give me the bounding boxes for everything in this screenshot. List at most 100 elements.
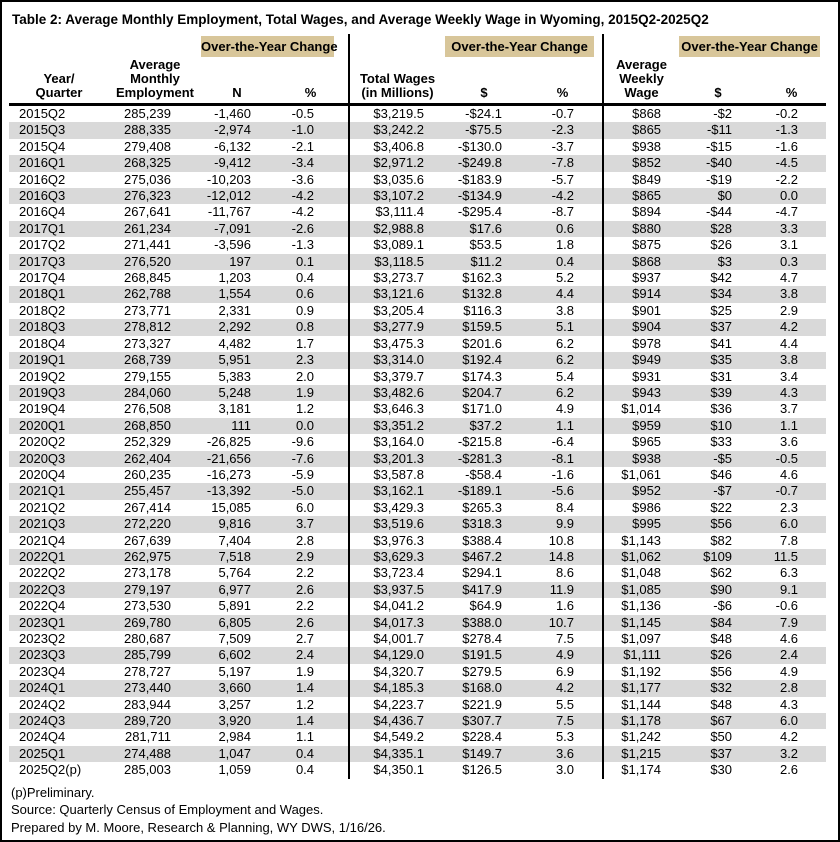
table-row: 2020Q3 262,404 -21,656 -7.6 $3,201.3 -$281.3 -… (9, 450, 827, 467)
cell-total-wages: $3,379.7 (348, 368, 446, 385)
cell-avg-weekly-wage: $949 (602, 352, 680, 369)
cell-oty-change-n: -11,767 (207, 204, 251, 220)
cell-year-quarter: 2024Q2 (19, 696, 66, 712)
cell-avg-monthly-employment: 285,003 (124, 762, 171, 778)
cell-oty-change-dollars: $35 (710, 352, 733, 368)
cell-year-quarter: 2025Q2(p) (19, 762, 82, 778)
cell-oty-change-pct: 1.9 (295, 384, 315, 400)
group-header-row: Over-the-Year Change Over-the-Year Chang… (9, 34, 826, 58)
cell-oty-change-pct: 3.6 (555, 745, 575, 761)
spacer-cell (602, 34, 680, 58)
cell-avg-weekly-wage: $978 (602, 335, 680, 353)
cell-oty-change-dollars: $174.3 (462, 368, 503, 384)
cell-total-wages: $3,118.5 (348, 253, 446, 271)
cell-oty-change-pct: 4.2 (555, 680, 575, 696)
cell-oty-change-pct: 3.7 (779, 401, 799, 417)
cell-oty-change-pct: 1.1 (779, 417, 799, 433)
cell-oty-change-pct: 3.8 (779, 352, 799, 368)
cell-oty-change-dollars: $53.5 (469, 237, 503, 253)
cell-avg-monthly-employment: 272,220 (124, 516, 171, 532)
cell-oty-change-pct: 5.4 (555, 368, 575, 384)
cell-oty-change-dollars: $25 (710, 302, 733, 318)
cell-oty-change-dollars: -$189.1 (457, 483, 503, 499)
cell-total-wages: $3,121.6 (348, 286, 446, 303)
cell-oty-change-dollars: -$44 (706, 204, 733, 220)
cell-avg-weekly-wage: $1,048 (602, 565, 680, 582)
cell-oty-change-n: 197 (229, 253, 251, 269)
cell-oty-change-dollars: -$130.0 (457, 138, 503, 154)
cell-oty-change-dollars: -$7 (713, 483, 733, 499)
cell-total-wages: $4,223.7 (348, 696, 446, 714)
table-row: 2020Q4 260,235 -16,273 -5.9 $3,587.8 -$58.4 -1… (9, 466, 826, 484)
cell-total-wages: $4,001.7 (348, 631, 446, 648)
cell-avg-weekly-wage: $901 (602, 302, 680, 320)
table-row: 2021Q2 267,414 15,085 6.0 $3,429.3 $265.3 8.4 $… (9, 499, 826, 517)
cell-oty-change-pct: 7.8 (779, 532, 799, 548)
cell-year-quarter: 2016Q3 (19, 188, 66, 204)
cell-avg-weekly-wage: $1,014 (602, 401, 680, 418)
cell-oty-change-dollars: $192.4 (462, 352, 503, 368)
cell-oty-change-n: -2,974 (214, 122, 251, 138)
cell-oty-change-dollars: $228.4 (462, 729, 503, 745)
cell-oty-change-pct: 8.4 (555, 499, 575, 515)
cell-avg-weekly-wage: $937 (602, 270, 680, 287)
cell-oty-change-pct: 0.8 (295, 319, 315, 335)
cell-avg-monthly-employment: 260,235 (124, 466, 171, 482)
cell-oty-change-dollars: -$58.4 (465, 466, 503, 482)
cell-oty-change-n: 3,920 (218, 713, 251, 729)
table-row: 2024Q4 281,711 2,984 1.1 $4,549.2 $228.4 5.3 $1… (9, 729, 826, 746)
cell-oty-change-pct: 4.9 (779, 663, 799, 679)
footnote-prepared-by: Prepared by M. Moore, Research & Plannin… (11, 819, 386, 835)
cell-oty-change-dollars: $82 (710, 532, 733, 548)
cell-avg-weekly-wage: $868 (602, 104, 680, 123)
cell-oty-change-n: 2,984 (218, 729, 251, 745)
cell-oty-change-n: -16,273 (206, 466, 251, 482)
employment-wages-table: Over-the-Year Change Over-the-Year Chang… (9, 34, 827, 779)
cell-oty-change-pct: 0.0 (295, 417, 315, 433)
cell-oty-change-dollars: $64.9 (469, 598, 503, 614)
cell-avg-monthly-employment: 279,155 (124, 368, 171, 384)
cell-avg-monthly-employment: 276,323 (124, 188, 171, 204)
cell-oty-change-pct: 6.2 (555, 335, 575, 351)
cell-total-wages: $3,273.7 (348, 270, 446, 287)
cell-oty-change-dollars: $0 (717, 188, 733, 204)
cell-avg-weekly-wage: $1,143 (602, 532, 680, 549)
cell-avg-monthly-employment: 273,178 (124, 565, 171, 581)
cell-avg-weekly-wage: $959 (602, 417, 680, 435)
table-row: 2015Q2 285,239 -1,460 -0.5 $3,219.5 -$24.1 -0.… (9, 104, 826, 123)
cell-oty-change-pct: -6.4 (551, 434, 575, 450)
cell-oty-change-dollars: $31 (710, 368, 733, 384)
cell-oty-change-pct: 9.9 (555, 516, 575, 532)
cell-oty-change-dollars: $22 (710, 499, 733, 515)
cell-oty-change-n: 5,764 (218, 565, 251, 581)
cell-oty-change-pct: -8.7 (551, 204, 575, 220)
cell-avg-monthly-employment: 280,687 (124, 631, 171, 646)
table-row: 2018Q2 273,771 2,331 0.9 $3,205.4 $116.3 3.8 $9… (9, 302, 826, 320)
cell-oty-change-pct: 7.5 (555, 631, 575, 646)
cell-oty-change-pct: 7.9 (779, 614, 799, 630)
cell-oty-change-n: 3,257 (218, 696, 251, 712)
cell-oty-change-dollars: $48 (710, 631, 733, 646)
cell-avg-weekly-wage: $1,111 (602, 647, 680, 664)
cell-oty-change-pct: -0.7 (775, 483, 799, 499)
cell-oty-change-dollars: $279.5 (462, 663, 503, 679)
cell-avg-monthly-employment: 283,944 (124, 696, 171, 712)
cell-year-quarter: 2018Q3 (19, 319, 66, 335)
cell-oty-change-dollars: $11.2 (470, 253, 503, 269)
table-row: 2021Q3 272,220 9,816 3.7 $3,519.6 $318.3 9.9 $9… (9, 516, 827, 533)
cell-oty-change-pct: 4.9 (555, 647, 575, 663)
cell-avg-monthly-employment: 279,197 (124, 581, 171, 597)
table-header: Over-the-Year Change Over-the-Year Chang… (9, 34, 827, 106)
cell-oty-change-pct: 2.6 (779, 762, 799, 778)
cell-oty-change-dollars: $62 (710, 565, 733, 581)
cell-oty-change-pct: -0.6 (775, 598, 799, 614)
cell-avg-weekly-wage: $1,061 (602, 466, 680, 484)
cell-oty-change-pct: 4.6 (779, 631, 799, 646)
cell-oty-change-pct: 2.4 (295, 647, 315, 663)
cell-total-wages: $3,201.3 (348, 450, 446, 467)
cell-avg-weekly-wage: $1,215 (602, 745, 680, 763)
cell-oty-change-n: 2,292 (218, 319, 251, 335)
cell-year-quarter: 2021Q3 (19, 516, 66, 532)
cell-oty-change-n: 7,509 (218, 631, 251, 646)
cell-oty-change-dollars: $90 (710, 581, 733, 597)
